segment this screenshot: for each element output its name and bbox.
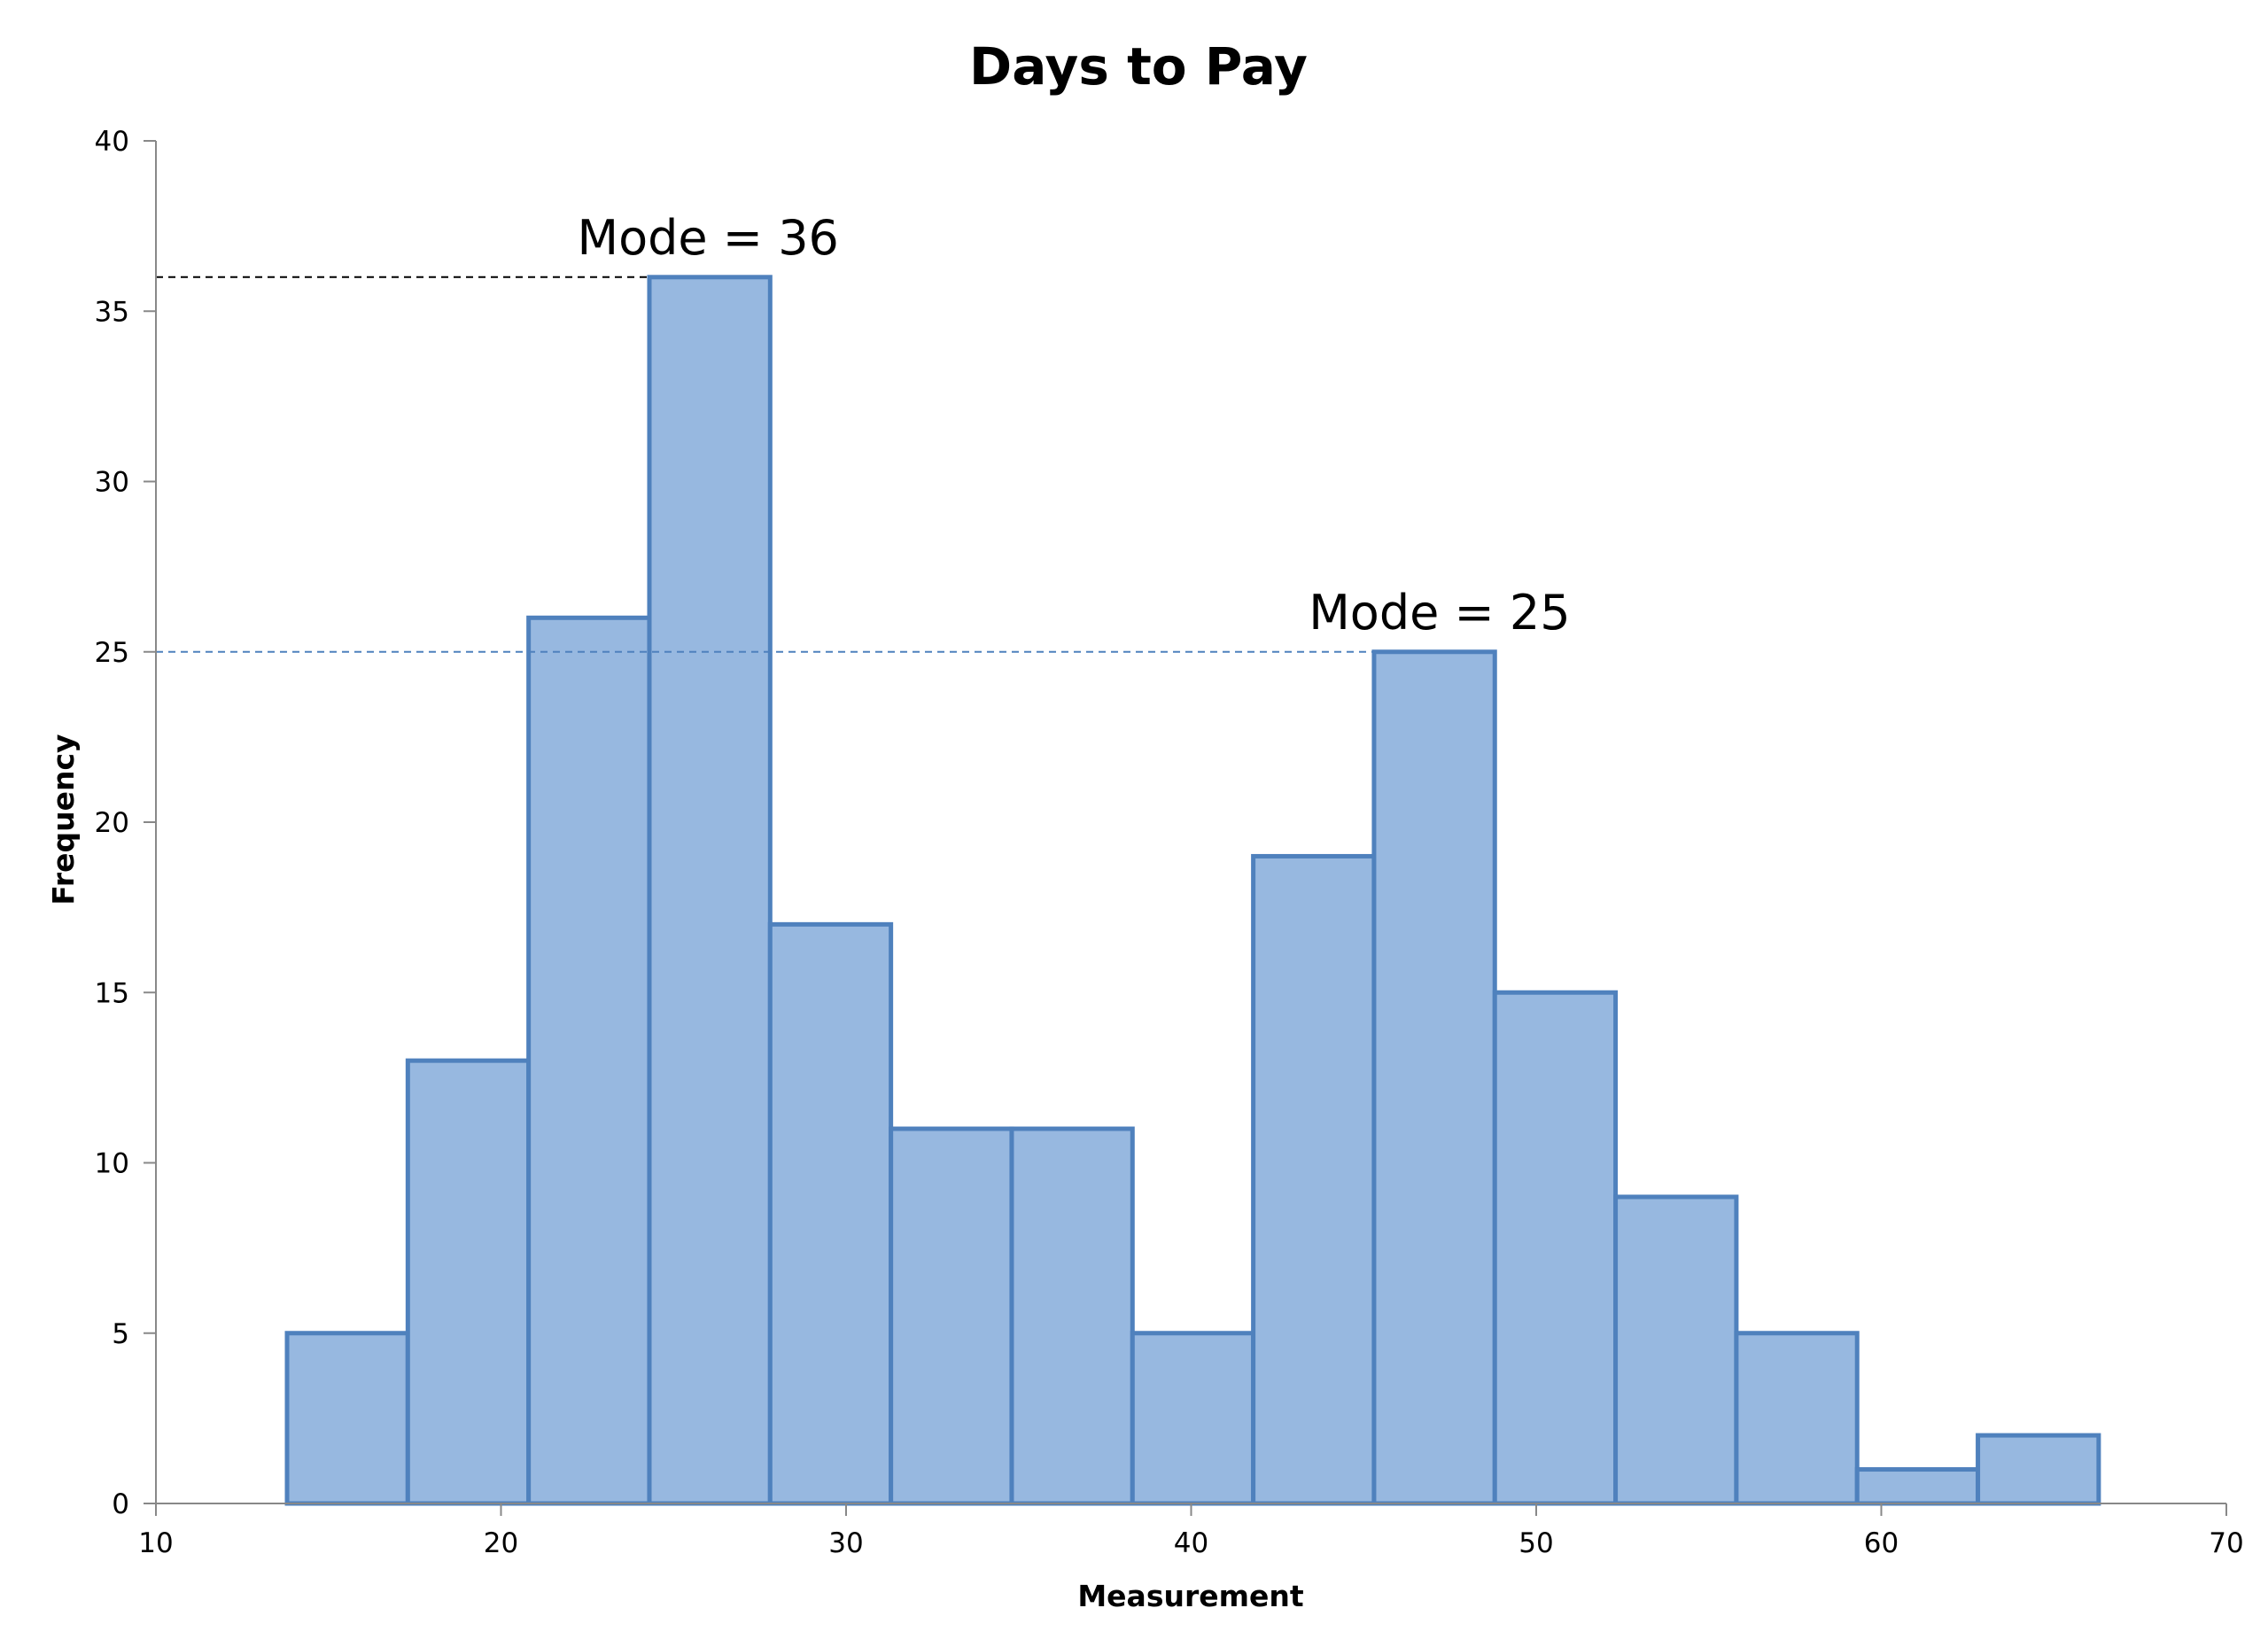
- y-tick-label-5: 25: [95, 637, 129, 669]
- y-tick-label-6: 30: [95, 467, 129, 499]
- x-tick-label-4: 50: [1518, 1527, 1553, 1559]
- histogram-bar-14: [1976, 1433, 2101, 1506]
- mode-label-1: Mode = 25: [1309, 585, 1570, 641]
- histogram-bar-11: [1613, 1194, 1739, 1506]
- x-tick-label-0: 10: [138, 1527, 173, 1559]
- y-axis-ticks: 0 5 10 15 20 25 30 35 40: [95, 126, 156, 1520]
- histogram-bar-2: [526, 615, 652, 1506]
- x-tick-label-6: 70: [2209, 1527, 2243, 1559]
- histogram-bar-13: [1854, 1467, 1981, 1506]
- histogram-bar-0: [284, 1331, 410, 1506]
- chart-title: Days to Pay: [969, 36, 1308, 97]
- histogram-bar-8: [1251, 853, 1377, 1506]
- histogram-bar-5: [889, 1126, 1014, 1506]
- y-tick-label-2: 10: [95, 1148, 129, 1180]
- y-tick-label-1: 5: [112, 1318, 129, 1350]
- y-tick-label-0: 0: [112, 1488, 129, 1520]
- mode-label-0: Mode = 36: [577, 210, 838, 266]
- histogram-bar-9: [1371, 649, 1497, 1506]
- y-tick-label-8: 40: [95, 126, 129, 158]
- histogram-bar-4: [767, 921, 894, 1506]
- x-tick-label-5: 60: [1864, 1527, 1899, 1559]
- x-axis-label: Measurement: [1077, 1579, 1304, 1613]
- y-axis-label: Frequency: [46, 734, 81, 905]
- histogram-bar-10: [1492, 990, 1619, 1506]
- mode-annotations: Mode = 36 Mode = 25: [156, 210, 1571, 653]
- histogram-bar-12: [1734, 1331, 1860, 1506]
- x-tick-label-3: 40: [1174, 1527, 1208, 1559]
- histogram-bar-3: [647, 275, 773, 1506]
- x-tick-label-1: 20: [484, 1527, 518, 1559]
- histogram-bar-7: [1130, 1331, 1256, 1506]
- histogram-bars: [284, 275, 2101, 1506]
- x-axis-ticks: 10 20 30 40 50 60 70: [138, 1503, 2244, 1559]
- histogram-bar-6: [1009, 1126, 1135, 1506]
- y-tick-label-3: 15: [95, 977, 129, 1009]
- y-tick-label-7: 35: [95, 296, 129, 328]
- histogram-bar-1: [405, 1058, 532, 1506]
- y-tick-label-4: 20: [95, 807, 129, 839]
- x-tick-label-2: 30: [828, 1527, 863, 1559]
